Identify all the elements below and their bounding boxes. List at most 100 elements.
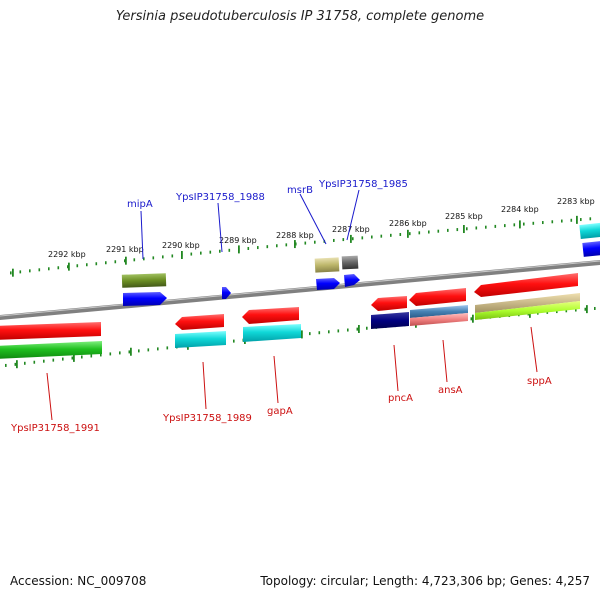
gene-YpsIP31758_1985[interactable]	[344, 274, 360, 287]
tick-major	[238, 245, 240, 254]
gene-pncA[interactable]	[371, 296, 407, 311]
tick-dot	[105, 261, 107, 265]
gene-forward-blue-edge[interactable]	[582, 240, 600, 257]
tick-dot	[276, 244, 278, 248]
tick-dot	[162, 255, 164, 259]
tick-dot	[475, 226, 478, 230]
label-YpsIP31758_1988[interactable]: YpsIP31758_1988	[175, 192, 265, 203]
tick-label: 2292 kbp	[48, 250, 86, 259]
gene-reverse-cyan-1[interactable]	[175, 331, 226, 348]
tick-dot	[143, 257, 145, 261]
tick-dot	[570, 218, 573, 222]
gene-YpsIP31758_1989[interactable]	[175, 314, 224, 330]
tick-dot	[318, 331, 321, 335]
gene-reverse-cyan-2[interactable]	[243, 324, 301, 342]
tick-label: 2285 kbp	[445, 212, 483, 221]
gene-msrB-grey[interactable]	[341, 255, 359, 270]
tick-major	[463, 225, 465, 234]
tick-major	[301, 330, 303, 339]
reverse-label-lines	[46, 326, 538, 421]
gene-reverse-lime[interactable]	[475, 301, 580, 320]
tick-dot	[43, 359, 45, 363]
tick-labels: 2292 kbp 2291 kbp 2290 kbp 2289 kbp 2288…	[48, 197, 595, 259]
tick-dot	[5, 363, 7, 367]
tick-dot	[532, 221, 535, 225]
accession-text: Accession: NC_009708	[10, 574, 147, 588]
tick-major	[407, 229, 409, 238]
tick-label: 2283 kbp	[557, 197, 595, 206]
tick-dot	[228, 248, 231, 252]
gene-forward-blue-2[interactable]	[316, 278, 340, 290]
gene-sppA[interactable]	[474, 273, 578, 297]
gene-msrB[interactable]	[314, 257, 340, 273]
tick-dot	[67, 265, 69, 269]
tick-major	[16, 360, 18, 369]
tick-dot	[257, 246, 259, 250]
gene-gapA[interactable]	[242, 307, 299, 324]
gene-ansA[interactable]	[409, 288, 466, 306]
gene-reverse-navy[interactable]	[371, 312, 409, 329]
tick-dot	[513, 223, 516, 227]
tick-dot	[466, 227, 468, 231]
tick-dot	[29, 269, 31, 273]
gene-forward-blue-1[interactable]	[123, 292, 167, 306]
tick-dot	[38, 268, 41, 272]
tick-dot	[523, 222, 525, 226]
tick-major	[472, 314, 474, 323]
gene-reverse-tan[interactable]	[475, 293, 580, 313]
label-YpsIP31758_1985[interactable]: YpsIP31758_1985	[318, 179, 408, 190]
gene-reverse-green[interactable]	[0, 341, 102, 359]
label-msrB[interactable]: msrB	[287, 185, 313, 196]
tick-dot	[366, 326, 368, 330]
tick-dot	[109, 352, 112, 356]
tick-dot	[90, 354, 93, 358]
tick-dot	[309, 332, 311, 336]
tick-dot	[209, 250, 212, 254]
label-pncA[interactable]: pncA	[388, 393, 413, 404]
tick-dot	[71, 356, 74, 360]
label-YpsIP31758_1989[interactable]: YpsIP31758_1989	[162, 413, 252, 424]
tick-dot	[390, 233, 392, 237]
tick-dot	[24, 361, 26, 365]
tick-dot	[200, 251, 202, 255]
gene-mipA[interactable]	[121, 273, 167, 288]
tick-dot	[380, 234, 383, 238]
tick-dot	[347, 328, 349, 332]
tick-dot	[470, 317, 473, 321]
gene-forward-cyan-edge[interactable]	[579, 222, 600, 240]
label-mipA[interactable]: mipA	[127, 199, 153, 210]
label-ansA[interactable]: ansA	[438, 385, 463, 396]
tick-major	[181, 251, 183, 260]
label-YpsIP31758_1991[interactable]: YpsIP31758_1991	[10, 423, 100, 434]
gene-reverse-pink[interactable]	[410, 313, 468, 326]
tick-dot	[233, 339, 235, 343]
tick-dot	[219, 249, 221, 253]
tick-dot	[418, 231, 421, 235]
tick-major	[125, 256, 127, 265]
tick-major	[12, 268, 14, 277]
tick-dot	[361, 236, 364, 240]
tick-dot	[133, 258, 136, 262]
tick-dot	[456, 228, 459, 232]
tick-dot	[62, 357, 64, 361]
tick-dot	[114, 260, 117, 264]
tick-dot	[190, 252, 193, 256]
tick-major	[73, 353, 75, 362]
label-sppA[interactable]: sppA	[527, 376, 552, 387]
tick-dot	[95, 262, 98, 266]
label-gapA[interactable]: gapA	[267, 406, 293, 417]
gene-reverse-steel[interactable]	[410, 305, 468, 318]
tick-label: 2287 kbp	[332, 225, 370, 234]
tick-label: 2288 kbp	[276, 231, 314, 240]
tick-dot	[147, 348, 150, 352]
tick-dot	[81, 355, 83, 359]
tick-dot	[247, 246, 250, 250]
gene-YpsIP31758_1991[interactable]	[0, 322, 101, 340]
tick-dot	[314, 240, 316, 244]
tick-major	[68, 262, 70, 271]
tick-dot	[48, 267, 50, 271]
tick-major	[586, 305, 588, 314]
tick-dot	[352, 237, 354, 241]
tick-label: 2289 kbp	[219, 236, 257, 245]
gene-YpsIP31758_1988[interactable]	[222, 287, 231, 299]
